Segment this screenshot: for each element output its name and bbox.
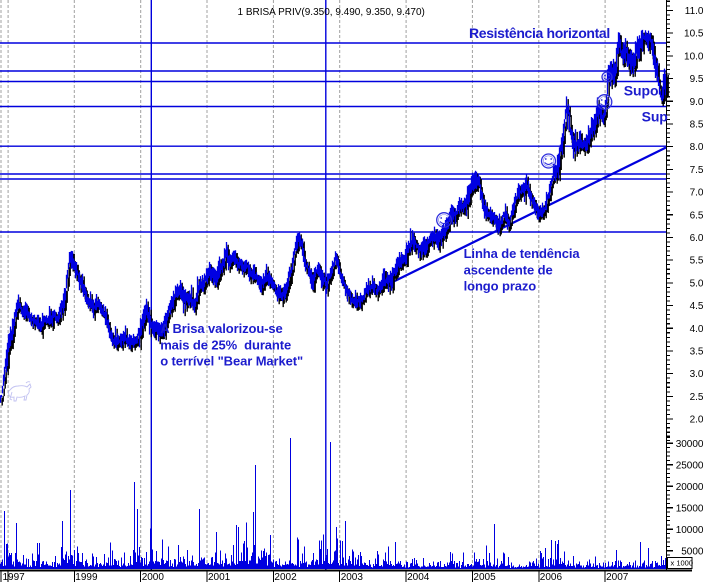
svg-text:6.5: 6.5 [690,210,704,221]
svg-text:10.5: 10.5 [684,29,704,40]
svg-text:2.0: 2.0 [690,415,704,426]
svg-text:6.0: 6.0 [690,233,704,244]
svg-text:1997: 1997 [3,572,26,582]
svg-text:3.5: 3.5 [690,347,704,358]
svg-text:2003: 2003 [341,572,364,582]
svg-text:2002: 2002 [274,572,297,582]
svg-text:3.0: 3.0 [690,369,704,380]
svg-text:2000: 2000 [142,572,165,582]
svg-text:10000: 10000 [676,525,704,536]
svg-text:7.5: 7.5 [690,165,704,176]
svg-text:9.0: 9.0 [690,97,704,108]
svg-text:A Brisa valorizou-se: A Brisa valorizou-se [160,321,283,336]
svg-text:Supo: Supo [624,83,659,99]
svg-text:7.0: 7.0 [690,188,704,199]
svg-text:2007: 2007 [606,572,629,582]
svg-text:Resistência horizontal: Resistência horizontal [469,25,610,41]
svg-text:5000: 5000 [681,546,704,557]
svg-text:5.5: 5.5 [690,256,704,267]
svg-text:mais de 25% durante: mais de 25% durante [160,337,291,352]
svg-text:4.0: 4.0 [690,324,704,335]
svg-text:Linha de tendência: Linha de tendência [464,246,581,261]
svg-text:25000: 25000 [676,460,704,471]
svg-text:x 1000: x 1000 [671,559,694,568]
svg-text:Sup: Sup [642,109,668,125]
svg-text:o terrível "Bear Market": o terrível "Bear Market" [160,354,303,369]
svg-text:1 BRISA PRIV(9.350, 9.490, 9.3: 1 BRISA PRIV(9.350, 9.490, 9.350, 9.470) [238,7,425,18]
svg-text:8.0: 8.0 [690,142,704,153]
svg-text:2001: 2001 [208,572,231,582]
svg-text:2005: 2005 [473,572,496,582]
svg-text:4.5: 4.5 [690,301,704,312]
svg-text:15000: 15000 [676,503,704,514]
svg-text:11.0: 11.0 [685,6,704,17]
svg-text:ascendente de: ascendente de [464,262,553,277]
svg-text:5.0: 5.0 [690,278,704,289]
svg-text:20000: 20000 [676,482,704,493]
svg-text:10.0: 10.0 [684,51,704,62]
svg-text:1999: 1999 [75,572,98,582]
svg-text:longo prazo: longo prazo [464,279,537,294]
svg-text:9.5: 9.5 [690,74,704,85]
svg-text:8.5: 8.5 [690,120,704,131]
svg-text:2.5: 2.5 [690,392,704,403]
svg-text:2006: 2006 [540,572,563,582]
svg-text:2004: 2004 [407,572,430,582]
svg-text:30000: 30000 [676,439,704,450]
